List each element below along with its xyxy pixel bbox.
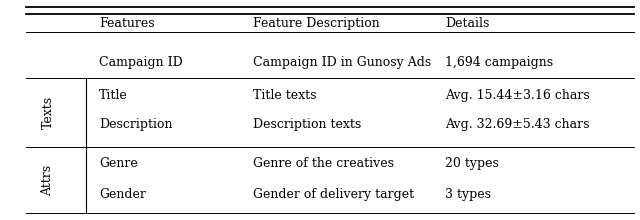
Text: Feature Description: Feature Description [253,16,380,30]
Text: Description: Description [99,118,173,131]
Text: Gender of delivery target: Gender of delivery target [253,188,414,201]
Text: 1,694 campaigns: 1,694 campaigns [445,56,553,69]
Text: Campaign ID: Campaign ID [99,56,183,69]
Text: Avg. 15.44±3.16 chars: Avg. 15.44±3.16 chars [445,89,589,102]
Text: Avg. 32.69±5.43 chars: Avg. 32.69±5.43 chars [445,118,589,131]
Text: Genre: Genre [99,157,138,170]
Text: Campaign ID in Gunosy Ads: Campaign ID in Gunosy Ads [253,56,431,69]
Text: 3 types: 3 types [445,188,491,201]
Text: Title texts: Title texts [253,89,316,102]
Text: Gender: Gender [99,188,146,201]
Text: Details: Details [445,16,489,30]
Text: Texts: Texts [42,96,54,129]
Text: Title: Title [99,89,128,102]
Text: Features: Features [99,16,155,30]
Text: Genre of the creatives: Genre of the creatives [253,157,394,170]
Text: Attrs: Attrs [42,165,54,196]
Text: Description texts: Description texts [253,118,361,131]
Text: 20 types: 20 types [445,157,499,170]
